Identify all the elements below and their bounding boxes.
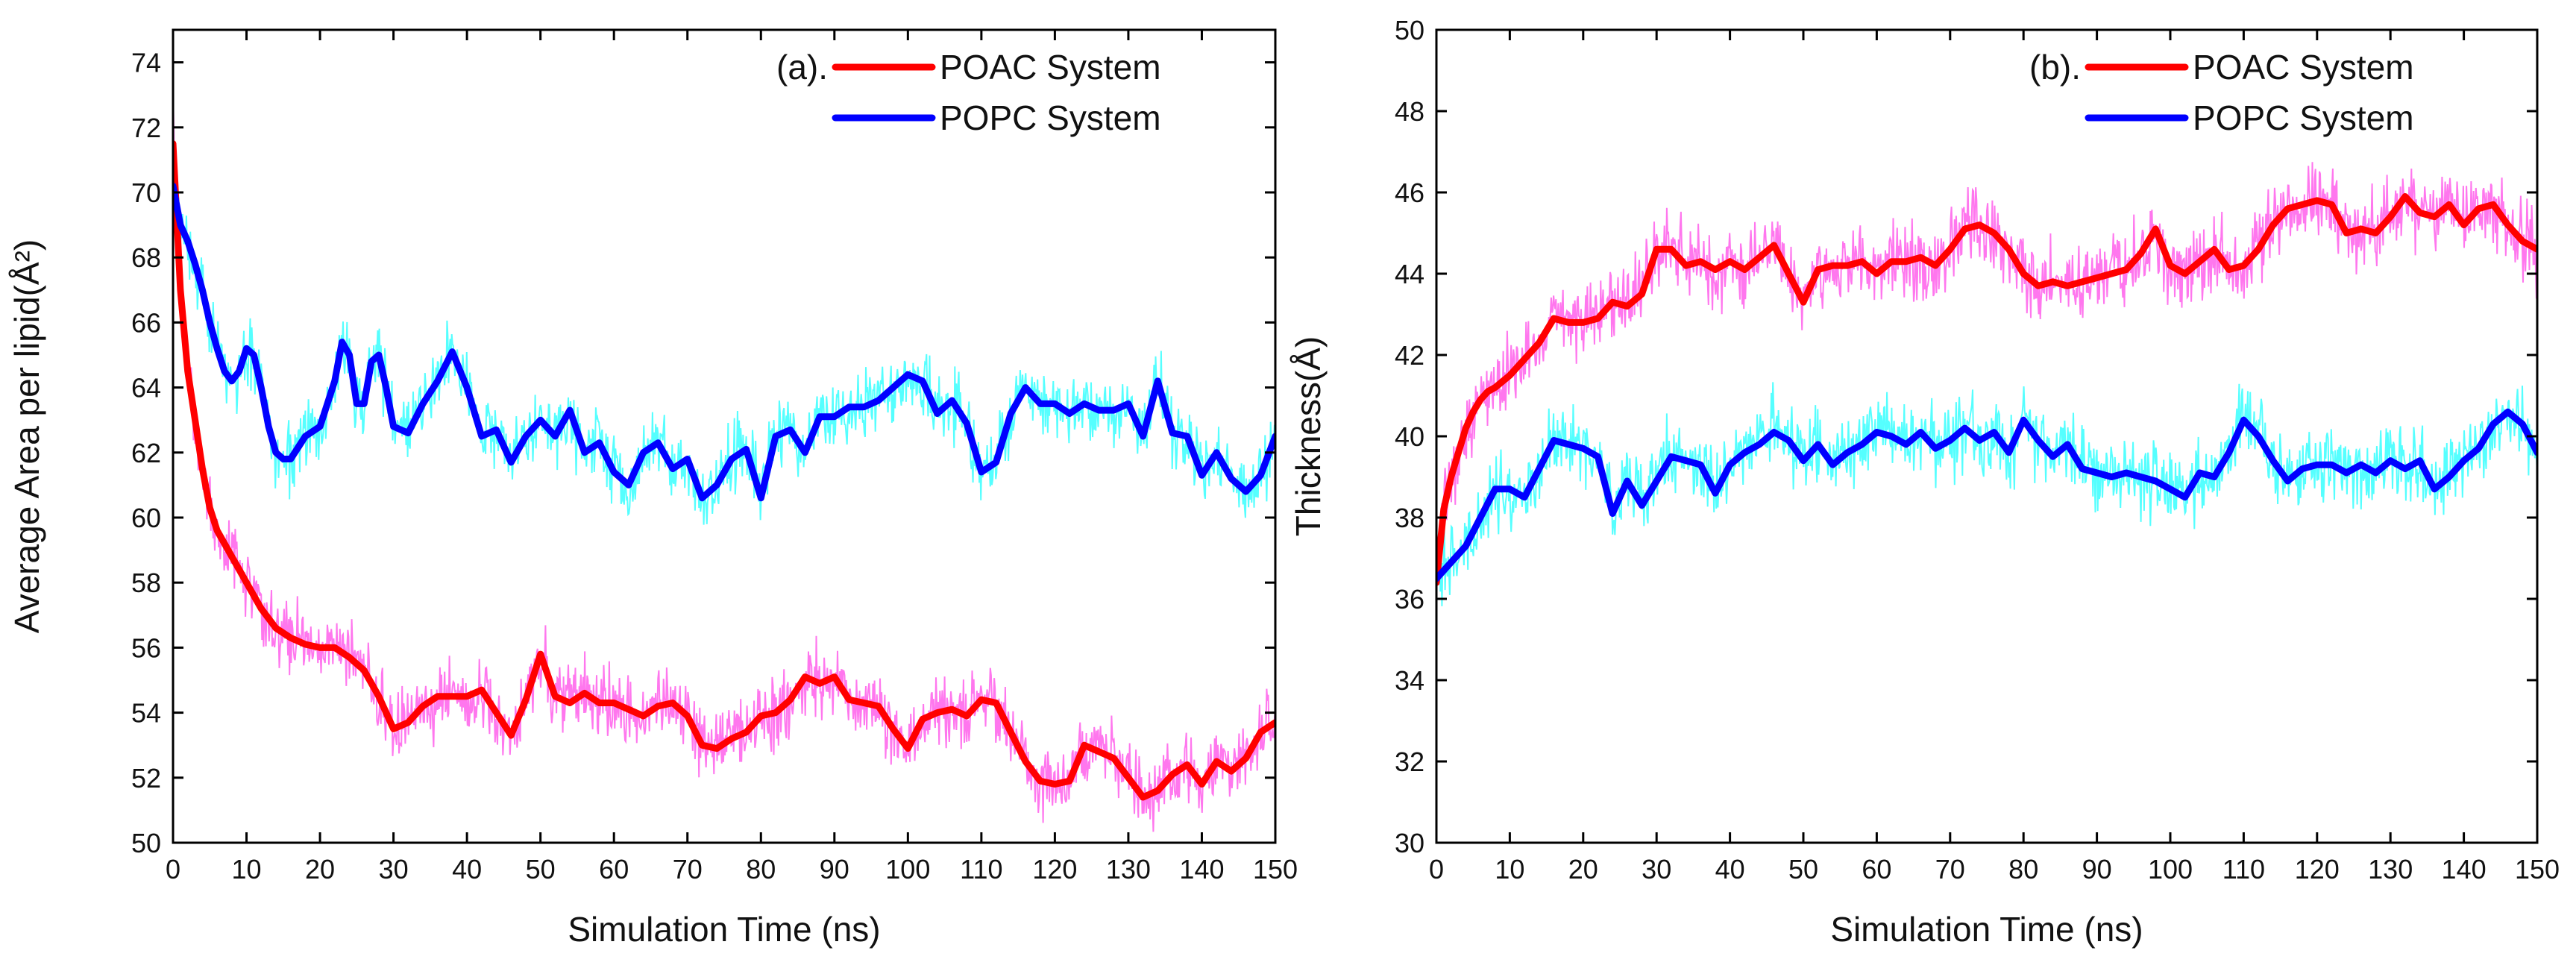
x-tick-label-a-20: 20 — [305, 854, 335, 884]
legend-label-poac-b: POAC System — [2193, 48, 2414, 87]
y-tick-label-a-64: 64 — [131, 373, 161, 403]
x-tick-label-b-10: 10 — [1495, 854, 1524, 884]
legend-label-poac-a: POAC System — [940, 48, 1161, 87]
x-axis-label-b: Simulation Time (ns) — [1830, 910, 2143, 949]
chart-panel-a: 0 10 20 30 40 50 60 70 80 90 100 110 120 130 140 150 50 5… — [7, 28, 1298, 949]
x-tick-label-b-80: 80 — [2008, 854, 2038, 884]
x-tick-label-b-0: 0 — [1429, 854, 1444, 884]
smoothed-trace-poac-b — [1436, 193, 2537, 586]
y-tick-label-b-36: 36 — [1395, 584, 1424, 615]
y-tick-label-b-34: 34 — [1395, 665, 1424, 696]
smoothed-traces-a — [173, 140, 1275, 801]
smoothed-trace-popc-b — [1436, 408, 2537, 582]
x-tick-label-a-100: 100 — [885, 854, 930, 884]
legend-label-popc-b: POPC System — [2193, 98, 2414, 137]
raw-traces-a — [173, 91, 1275, 832]
y-tick-label-a-60: 60 — [131, 503, 161, 533]
y-axis-label-b: Thickness(Å) — [1289, 336, 1328, 536]
y-tick-label-a-70: 70 — [131, 177, 161, 208]
y-tick-label-a-72: 72 — [131, 113, 161, 143]
y-axis-label-a: Average Area per lipid(Å²) — [7, 239, 46, 633]
y-tick-label-a-62: 62 — [131, 438, 161, 468]
panel-label-b: (b). — [2029, 48, 2081, 87]
x-tick-label-a-30: 30 — [379, 854, 409, 884]
x-tick-label-a-80: 80 — [746, 854, 776, 884]
y-tick-label-b-42: 42 — [1395, 340, 1424, 371]
x-tick-label-a-110: 110 — [960, 854, 1002, 884]
smoothed-trace-popc-a — [173, 182, 1275, 502]
x-tick-label-a-70: 70 — [673, 854, 703, 884]
y-tick-label-a-58: 58 — [131, 568, 161, 598]
x-tick-label-a-130: 130 — [1106, 854, 1151, 884]
x-tick-label-b-70: 70 — [1935, 854, 1965, 884]
x-tick-label-b-150: 150 — [2515, 854, 2560, 884]
y-tick-label-b-38: 38 — [1395, 503, 1424, 533]
y-tick-label-a-56: 56 — [131, 632, 161, 663]
x-tick-label-b-120: 120 — [2295, 854, 2340, 884]
y-tick-label-b-32: 32 — [1395, 747, 1424, 777]
y-tick-label-a-54: 54 — [131, 698, 161, 729]
y-tick-label-a-50: 50 — [131, 828, 161, 858]
x-tick-label-b-50: 50 — [1788, 854, 1818, 884]
y-tick-label-b-50: 50 — [1395, 15, 1424, 45]
smoothed-traces-b — [1436, 193, 2537, 586]
x-tick-label-a-40: 40 — [452, 854, 482, 884]
x-tick-label-b-100: 100 — [2148, 854, 2193, 884]
chart-panel-b: 0 10 20 30 40 50 60 70 80 90 100 110 120 130 140 150 30 3… — [1289, 15, 2560, 949]
panel-label-a: (a). — [776, 48, 828, 87]
x-tick-label-b-140: 140 — [2442, 854, 2487, 884]
x-tick-label-b-30: 30 — [1642, 854, 1671, 884]
x-tick-label-b-20: 20 — [1568, 854, 1598, 884]
y-tick-label-a-52: 52 — [131, 763, 161, 794]
y-tick-label-b-48: 48 — [1395, 96, 1424, 127]
x-tick-label-a-120: 120 — [1032, 854, 1077, 884]
y-tick-label-b-44: 44 — [1395, 259, 1424, 289]
axis-ticks-a: 0 10 20 30 40 50 60 70 80 90 100 110 120 130 140 150 50 5… — [131, 30, 1298, 884]
raw-traces-b — [1436, 162, 2537, 606]
y-tick-label-b-30: 30 — [1395, 828, 1424, 858]
x-axis-label-a: Simulation Time (ns) — [568, 910, 880, 949]
y-tick-label-a-68: 68 — [131, 242, 161, 273]
x-tick-label-a-60: 60 — [599, 854, 629, 884]
x-tick-label-b-130: 130 — [2368, 854, 2413, 884]
x-tick-label-a-0: 0 — [166, 854, 180, 884]
raw-trace-popc-b — [1436, 382, 2537, 606]
x-tick-label-a-150: 150 — [1253, 854, 1298, 884]
smoothed-trace-poac-a — [173, 140, 1275, 801]
x-tick-label-b-60: 60 — [1862, 854, 1891, 884]
x-tick-label-b-90: 90 — [2082, 854, 2112, 884]
legend-b: (b). POAC System POPC System — [2029, 48, 2414, 137]
x-tick-label-a-10: 10 — [232, 854, 262, 884]
x-tick-label-b-40: 40 — [1715, 854, 1745, 884]
plot-frame-a — [172, 28, 1277, 844]
legend-label-popc-a: POPC System — [940, 98, 1161, 137]
x-tick-label-b-110: 110 — [2222, 854, 2265, 884]
legend-a: (a). POAC System POPC System — [776, 48, 1161, 137]
x-tick-label-a-50: 50 — [526, 854, 556, 884]
raw-trace-poac-a — [173, 91, 1275, 832]
x-tick-label-a-140: 140 — [1179, 854, 1224, 884]
raw-trace-poac-b — [1436, 162, 2537, 571]
y-tick-label-b-46: 46 — [1395, 177, 1424, 208]
y-tick-label-a-74: 74 — [131, 48, 161, 78]
y-tick-label-b-40: 40 — [1395, 421, 1424, 452]
y-tick-label-a-66: 66 — [131, 307, 161, 338]
axis-ticks-b: 0 10 20 30 40 50 60 70 80 90 100 110 120 130 140 150 30 3… — [1395, 15, 2560, 884]
x-tick-label-a-90: 90 — [820, 854, 849, 884]
